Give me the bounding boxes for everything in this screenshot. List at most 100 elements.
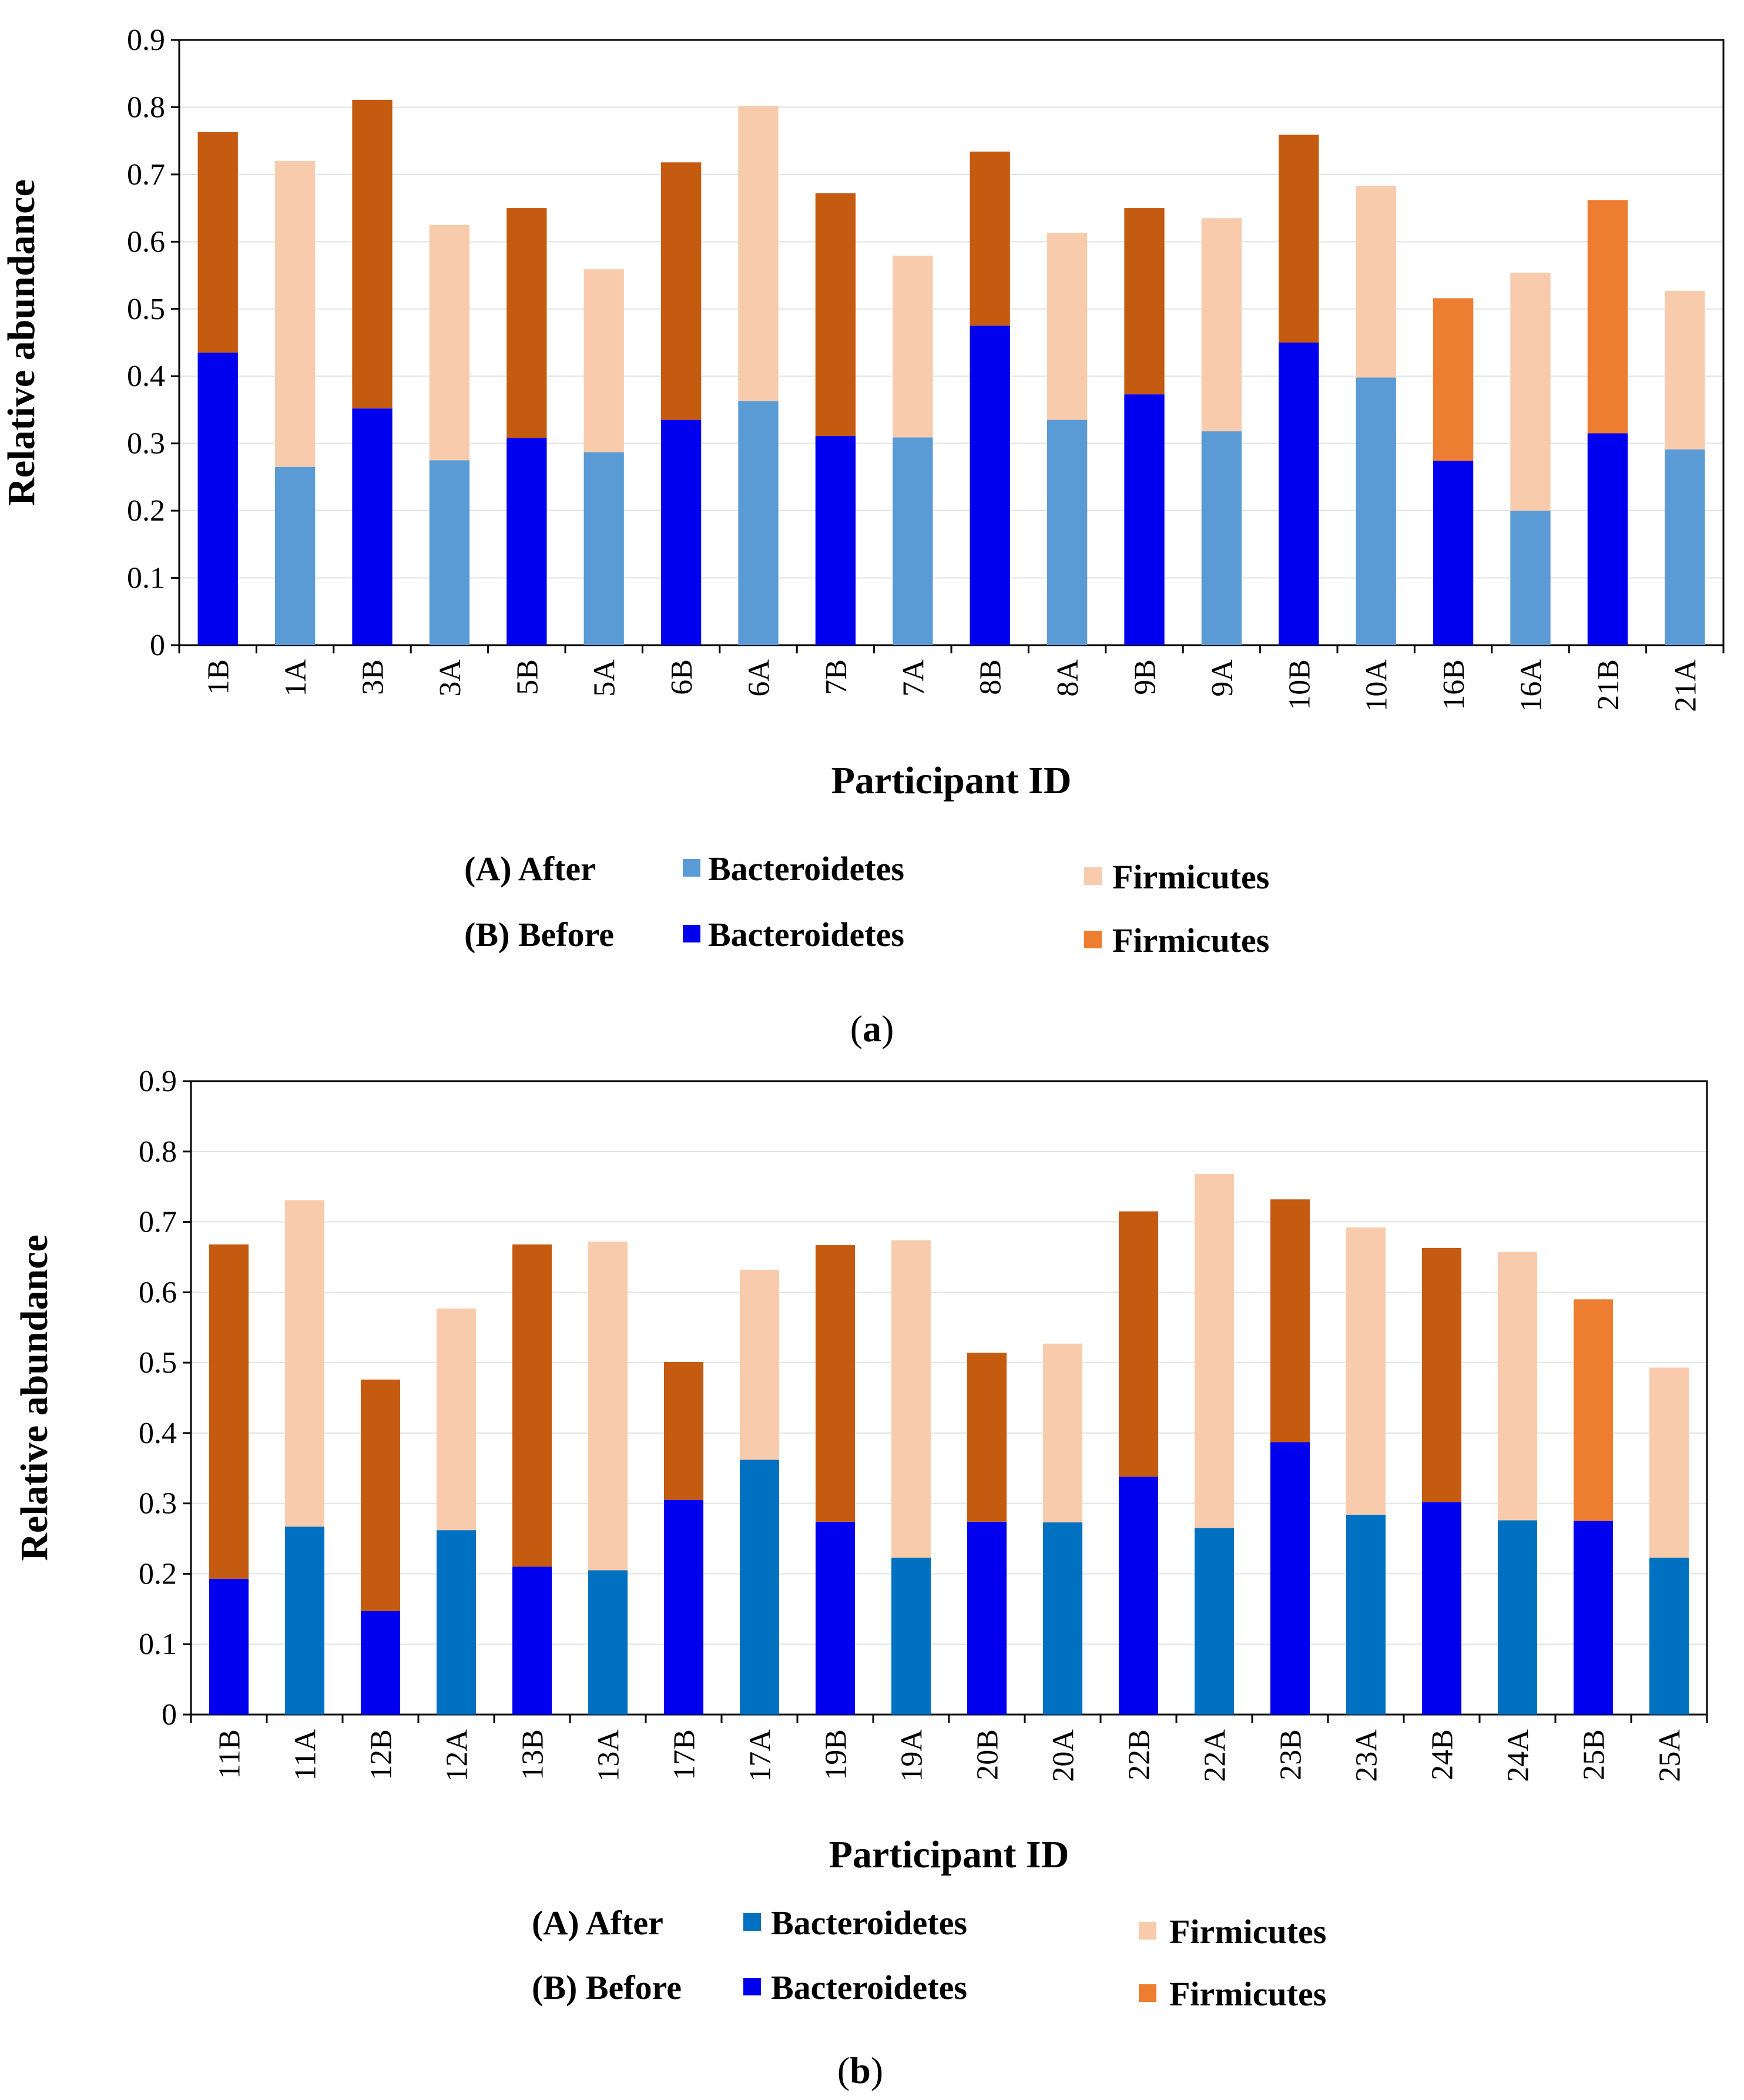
y-axis-title: Relative abundance — [13, 1234, 56, 1561]
legend: (A) After (B) Before Bacteroidetes Bacteroi… — [464, 850, 1269, 960]
bar-bacteroidetes-9A — [1201, 431, 1242, 645]
bar-bacteroidetes-21A — [1665, 449, 1705, 645]
bar-firmicutes-17A — [739, 1270, 780, 1460]
x-tick-label-22A: 22A — [1199, 1729, 1232, 1782]
legend-swatch-bacteroidetes-after — [683, 859, 700, 877]
legend: (A) After (B) Before Bacteroidetes Bacteroi… — [532, 1904, 1326, 2013]
bar-firmicutes-7B — [815, 193, 856, 437]
bar-bacteroidetes-11B — [209, 1578, 249, 1715]
legend-firmicutes-before: Firmicutes — [1169, 1975, 1326, 2013]
bar-firmicutes-16B — [1433, 298, 1474, 461]
y-tick-label: 0.3 — [139, 1487, 177, 1521]
legend-swatch-firmicutes-before — [1139, 1984, 1156, 2002]
bar-bacteroidetes-13B — [512, 1566, 552, 1715]
bar-bacteroidetes-11A — [284, 1527, 325, 1715]
bar-bacteroidetes-10B — [1279, 343, 1319, 645]
x-tick-label-8B: 8B — [974, 659, 1008, 695]
bar-bacteroidetes-24A — [1497, 1520, 1538, 1715]
x-tick-label-12B: 12B — [365, 1729, 398, 1780]
bar-firmicutes-9A — [1201, 218, 1242, 432]
legend-firmicutes-before: Firmicutes — [1112, 921, 1269, 960]
bar-bacteroidetes-5B — [507, 438, 547, 645]
legend-after-label: (A) After — [464, 850, 596, 888]
legend-before-label: (B) Before — [464, 915, 614, 954]
y-tick-label: 0.1 — [139, 1628, 177, 1661]
panel-caption: (a) — [850, 1008, 894, 1049]
y-tick-label: 0 — [162, 1698, 177, 1732]
y-tick-label: 0.3 — [127, 427, 165, 461]
bar-firmicutes-5B — [507, 208, 547, 438]
bar-bacteroidetes-20B — [967, 1521, 1007, 1715]
bar-bacteroidetes-8A — [1047, 420, 1088, 645]
legend-before-label: (B) Before — [532, 1968, 682, 2007]
legend-swatch-firmicutes-after — [1084, 867, 1102, 885]
bar-bacteroidetes-17A — [739, 1460, 780, 1715]
chart-panel-a: 0 0.1 0.2 0.3 0.4 0.5 0.6 0.7 0.8 0.9 1B 1A 3B 3A 5B 5A… — [0, 24, 1725, 1049]
bar-firmicutes-11B — [209, 1244, 249, 1579]
bar-bacteroidetes-16B — [1433, 461, 1474, 645]
y-tick-label: 0.4 — [139, 1417, 177, 1450]
bar-bacteroidetes-12B — [360, 1611, 401, 1715]
x-tick-label-21A: 21A — [1669, 659, 1702, 712]
y-tick-label: 0.5 — [127, 293, 165, 326]
x-tick-label-3B: 3B — [357, 659, 390, 695]
bar-firmicutes-6A — [738, 106, 779, 401]
bar-firmicutes-13B — [512, 1244, 552, 1567]
bar-bacteroidetes-23A — [1346, 1514, 1386, 1715]
y-tick-label: 0.2 — [139, 1557, 177, 1591]
x-tick-label-11A: 11A — [289, 1729, 323, 1781]
y-tick-label: 0.9 — [139, 1065, 177, 1098]
y-tick-label: 0.6 — [127, 225, 165, 259]
bar-firmicutes-12B — [360, 1379, 401, 1611]
bar-bacteroidetes-6B — [660, 420, 702, 645]
y-tick-label: 0.2 — [127, 494, 165, 528]
y-tick-label: 0.8 — [139, 1135, 177, 1169]
bar-bacteroidetes-16A — [1510, 511, 1551, 645]
y-tick-label: 0.7 — [139, 1206, 177, 1239]
bar-bacteroidetes-21B — [1587, 433, 1628, 645]
bar-bacteroidetes-1A — [274, 467, 316, 645]
x-tick-label-10B: 10B — [1283, 659, 1316, 710]
x-tick-label-13B: 13B — [517, 1729, 550, 1780]
x-tick-label-12A: 12A — [441, 1729, 474, 1782]
bar-bacteroidetes-25B — [1573, 1521, 1614, 1715]
x-tick-label-17B: 17B — [668, 1729, 702, 1780]
bar-firmicutes-19A — [891, 1240, 931, 1558]
bar-firmicutes-6B — [660, 162, 702, 420]
x-tick-label-24B: 24B — [1426, 1729, 1460, 1780]
y-tick-label: 0.7 — [127, 158, 165, 192]
plot-area-frame — [178, 39, 1725, 646]
y-tick-label: 0.1 — [127, 562, 165, 595]
x-tick-label-25A: 25A — [1654, 1729, 1687, 1782]
legend-firmicutes-after: Firmicutes — [1169, 1913, 1326, 1951]
bar-bacteroidetes-10A — [1356, 377, 1396, 645]
x-tick-label-16B: 16B — [1437, 659, 1471, 710]
bar-firmicutes-24B — [1421, 1247, 1462, 1502]
bar-firmicutes-22B — [1118, 1211, 1159, 1477]
bar-bacteroidetes-17B — [663, 1499, 704, 1715]
bar-firmicutes-13A — [588, 1242, 628, 1571]
bar-firmicutes-24A — [1497, 1252, 1538, 1521]
bar-bacteroidetes-7A — [893, 437, 933, 645]
bar-bacteroidetes-3B — [352, 408, 393, 645]
x-tick-label-19A: 19A — [896, 1729, 929, 1782]
legend-swatch-bacteroidetes-before — [683, 925, 700, 942]
x-tick-label-17A: 17A — [744, 1729, 777, 1782]
plot-area-frame — [190, 1080, 1708, 1716]
bar-firmicutes-21A — [1665, 290, 1705, 449]
x-tick-label-22B: 22B — [1123, 1729, 1156, 1780]
bar-firmicutes-10B — [1279, 135, 1319, 343]
y-tick-label: 0.4 — [127, 360, 165, 393]
bar-bacteroidetes-3A — [429, 460, 470, 645]
bar-firmicutes-20B — [967, 1353, 1007, 1522]
bar-firmicutes-7A — [893, 256, 933, 438]
bar-firmicutes-1B — [197, 132, 238, 353]
legend-firmicutes-after: Firmicutes — [1112, 858, 1269, 896]
x-tick-label-24A: 24A — [1502, 1729, 1535, 1782]
bar-bacteroidetes-25A — [1649, 1557, 1689, 1715]
y-tick-label: 0.9 — [127, 24, 165, 57]
bar-firmicutes-21B — [1587, 200, 1628, 434]
legend-bacteroidetes-before: Bacteroidetes — [771, 1968, 967, 2007]
x-tick-label-1A: 1A — [279, 659, 313, 697]
